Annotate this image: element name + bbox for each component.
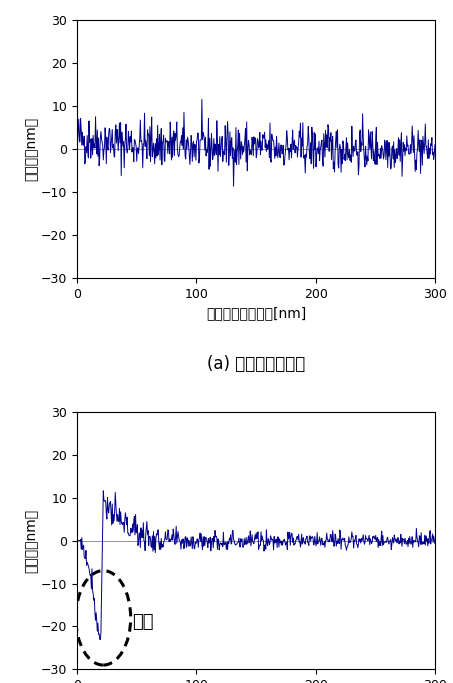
Text: 引力: 引力	[132, 613, 153, 631]
Y-axis label: 吸着力［nm］: 吸着力［nm］	[24, 509, 38, 572]
X-axis label: ステージ移動距離[nm]: ステージ移動距離[nm]	[206, 306, 306, 320]
Text: (a) ナノバブル表面: (a) ナノバブル表面	[207, 355, 305, 373]
Y-axis label: 吸着力［nm］: 吸着力［nm］	[24, 117, 38, 181]
